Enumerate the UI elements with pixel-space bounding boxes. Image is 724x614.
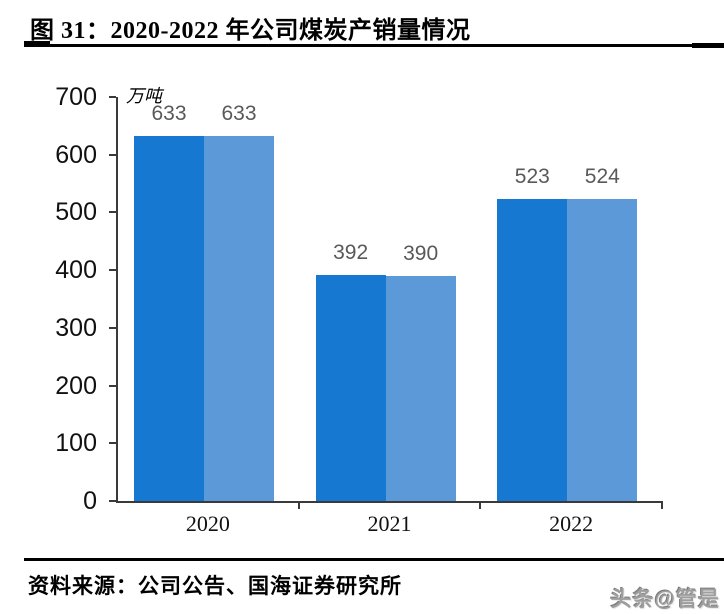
x-tick-mark (661, 501, 663, 509)
bar-2021-series-1 (315, 274, 386, 501)
y-tick-label: 600 (55, 140, 97, 169)
y-tick-mark (109, 326, 116, 329)
y-tick-label: 300 (55, 313, 97, 342)
bar-value-label: 390 (403, 241, 439, 265)
title-divider-left-cap (24, 41, 50, 46)
y-tick-mark (109, 500, 116, 502)
y-axis-unit-label: 万吨 (126, 86, 162, 106)
y-tick-mark (109, 384, 116, 387)
y-tick-label: 200 (55, 371, 97, 400)
y-tick-mark (109, 153, 116, 156)
x-tick-label: 2020 (185, 511, 230, 536)
bar-value-label: 633 (151, 101, 187, 125)
y-tick-label: 400 (55, 256, 97, 285)
bar-2020-series-1 (134, 135, 204, 501)
y-axis-line (116, 97, 118, 503)
y-tick-label: 0 (83, 487, 97, 515)
y-tick-mark (109, 269, 116, 272)
bar-2020-series-2 (204, 135, 274, 501)
y-tick-mark (109, 211, 116, 214)
bar-value-label: 524 (584, 164, 620, 188)
x-axis-line (116, 501, 663, 503)
y-tick-mark (109, 96, 116, 98)
y-tick-label: 100 (55, 429, 97, 458)
bar-2022-series-2 (567, 198, 638, 501)
watermark: 头条@管是 (610, 588, 720, 611)
title-divider (24, 44, 724, 47)
y-tick-mark (109, 442, 116, 445)
source-note: 资料来源：公司公告、国海证券研究所 (28, 574, 402, 598)
bar-value-label: 392 (333, 240, 369, 264)
y-tick-label: 700 (55, 83, 97, 111)
y-tick-label: 500 (55, 198, 97, 227)
coal-output-sales-bar-chart: 万吨 0 100 200 300 400 500 600 700 2020 633 633 2021 3… (55, 83, 663, 536)
footer-divider (24, 558, 724, 561)
title-divider-right-cap (692, 43, 724, 48)
bar-value-label: 523 (514, 165, 550, 189)
x-tick-mark (297, 501, 300, 509)
bar-2022-series-1 (497, 199, 568, 501)
bar-2021-series-2 (385, 275, 456, 501)
x-tick-label: 2022 (549, 511, 594, 536)
figure-title: 图 31：2020-2022 年公司煤炭产销量情况 (30, 18, 471, 44)
bar-value-label: 633 (221, 101, 257, 125)
x-tick-label: 2021 (367, 511, 412, 536)
x-tick-mark (479, 501, 482, 509)
